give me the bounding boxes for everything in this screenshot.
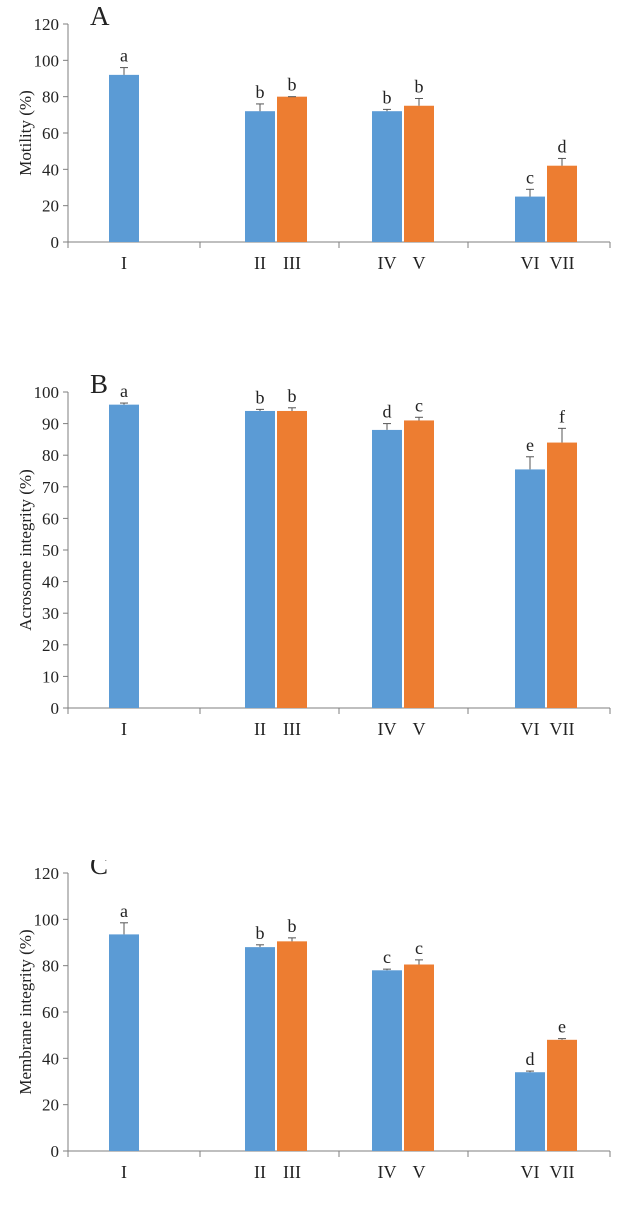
significance-label: d [383,402,392,422]
bar-iii [277,410,307,708]
bar-i [109,74,139,242]
bar-vii [547,165,577,242]
y-tick-label: 120 [34,864,60,883]
bar-vi [515,1072,545,1151]
significance-label: d [558,136,567,156]
y-axis-title: Motility (%) [16,90,35,175]
x-tick-label: VII [550,1162,575,1182]
significance-label: b [288,916,297,936]
x-tick-label: III [283,253,301,273]
x-tick-label: II [254,719,266,739]
y-tick-label: 80 [42,957,59,976]
x-tick-label: I [121,719,127,739]
significance-label: e [526,435,534,455]
bar-vi [515,469,545,708]
y-tick-label: 40 [42,160,59,179]
y-tick-label: 40 [42,573,59,592]
x-tick-label: II [254,253,266,273]
y-tick-label: 20 [42,636,59,655]
bar-vi [515,196,545,242]
significance-label: a [120,46,128,66]
x-tick-label: III [283,1162,301,1182]
bar-iv [372,429,402,708]
x-tick-label: II [254,1162,266,1182]
chart-panel-b: 0 10 20 30 40 50 60 70 80 90 100 Acrosome integrity… [16,369,611,739]
panel-label: C [90,860,108,880]
x-tick-label: VI [521,1162,540,1182]
y-tick-label: 20 [42,1096,59,1115]
y-axis-title: Membrane integrity (%) [16,929,35,1094]
significance-label: c [383,947,391,967]
y-tick-label: 0 [51,1142,60,1161]
y-tick-label: 0 [51,699,60,718]
significance-label: a [120,901,128,921]
bar-vii [547,442,577,708]
chart-panel-a: 0 20 40 60 80 100 120 Motility (%) Aa Ib II b III b IV… [16,1,611,273]
significance-label: b [415,76,424,96]
significance-label: f [559,406,565,426]
x-tick-label: V [413,719,426,739]
x-tick-label: IV [378,253,397,273]
bar-ii [245,410,275,708]
significance-label: b [256,82,265,102]
x-tick-label: VII [550,253,575,273]
bar-v [404,105,434,242]
bar-iv [372,970,402,1151]
x-tick-label: III [283,719,301,739]
bar-iii [277,96,307,243]
x-tick-label: VI [521,253,540,273]
x-tick-label: V [413,1162,426,1182]
bar-ii [245,111,275,242]
y-tick-label: 80 [42,88,59,107]
x-tick-label: IV [378,719,397,739]
y-tick-label: 100 [34,910,60,929]
y-tick-label: 60 [42,1003,59,1022]
y-tick-label: 90 [42,415,59,434]
y-tick-label: 50 [42,541,59,560]
bar-ii [245,947,275,1151]
y-tick-label: 80 [42,446,59,465]
x-tick-label: I [121,253,127,273]
x-tick-label: I [121,1162,127,1182]
chart-panel-c: 0 20 40 60 80 100 120 Membrane integrity (%) Ca I… [16,860,611,1182]
panel-label: A [90,1,110,31]
x-tick-label: VII [550,719,575,739]
bar-iv [372,111,402,242]
significance-label: b [288,386,297,406]
y-tick-label: 100 [34,383,60,402]
significance-label: a [120,381,128,401]
y-tick-label: 0 [51,233,60,252]
bar-i [109,404,139,708]
significance-label: b [288,75,297,95]
significance-label: b [256,923,265,943]
panel-label: B [90,369,108,399]
significance-label: b [383,87,392,107]
y-tick-label: 40 [42,1049,59,1068]
y-tick-label: 30 [42,604,59,623]
x-tick-label: V [413,253,426,273]
y-tick-label: 20 [42,197,59,216]
bar-v [404,420,434,708]
significance-label: e [558,1017,566,1037]
y-tick-label: 60 [42,124,59,143]
y-axis-title: Acrosome integrity (%) [16,469,35,630]
y-tick-label: 100 [34,51,60,70]
significance-label: d [526,1049,535,1069]
significance-label: b [256,387,265,407]
x-tick-label: VI [521,719,540,739]
x-tick-label: IV [378,1162,397,1182]
y-tick-label: 60 [42,509,59,528]
significance-label: c [415,938,423,958]
significance-label: c [526,167,534,187]
significance-label: c [415,395,423,415]
bar-vii [547,1039,577,1151]
y-tick-label: 120 [34,15,60,34]
y-tick-label: 70 [42,478,59,497]
bar-v [404,964,434,1151]
y-tick-label: 10 [42,667,59,686]
bar-iii [277,941,307,1151]
bar-i [109,934,139,1151]
